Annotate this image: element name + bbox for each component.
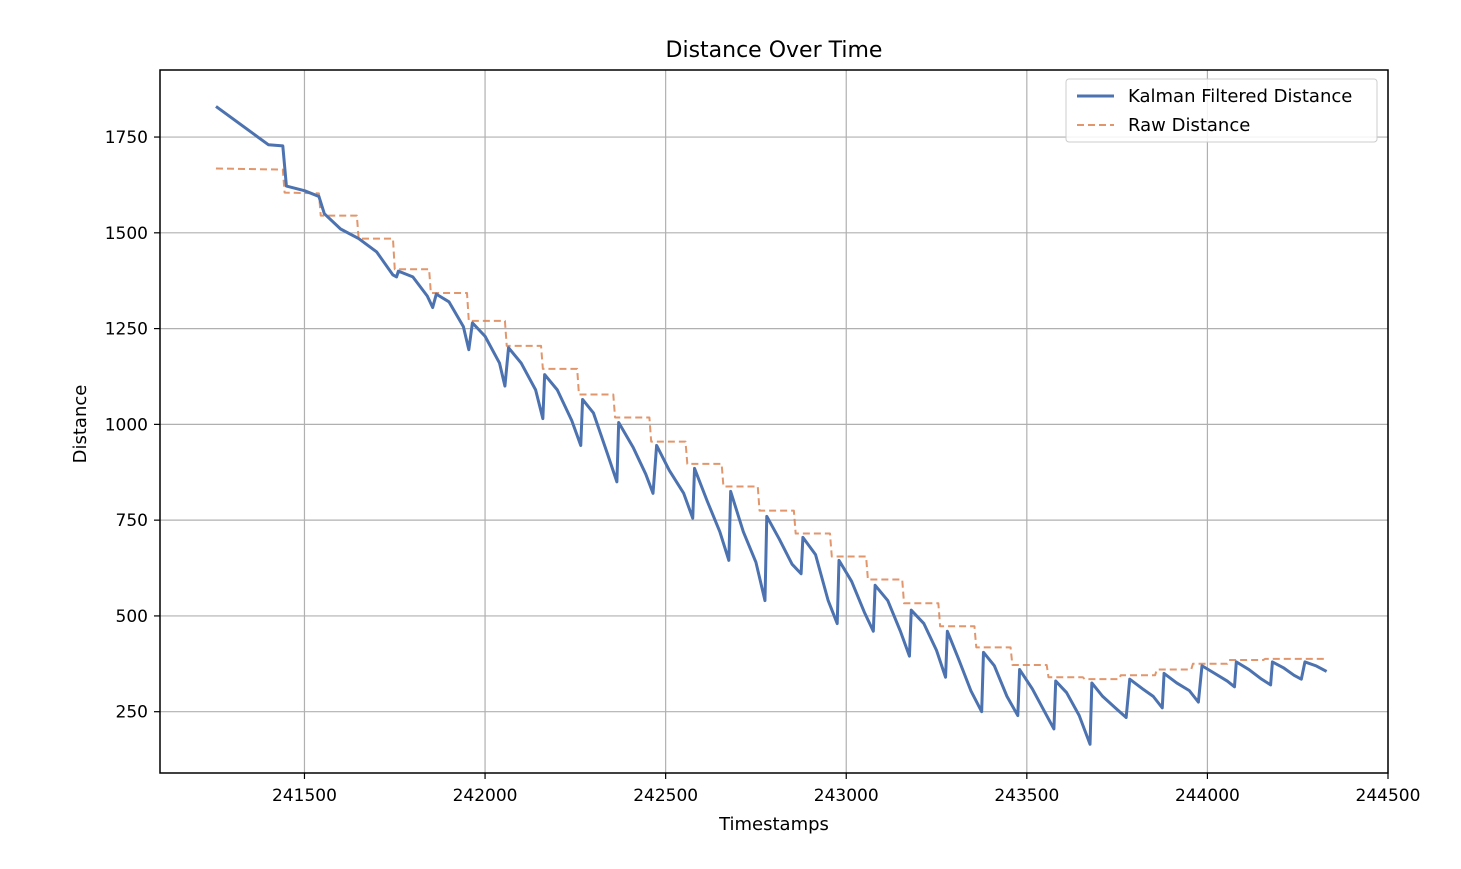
x-tick-label: 241500: [272, 786, 337, 806]
y-tick-label: 1500: [105, 224, 148, 244]
legend: Kalman Filtered Distance Raw Distance: [1065, 78, 1378, 143]
y-axis-label: Distance: [70, 385, 91, 464]
x-tick-label: 243500: [994, 786, 1059, 806]
chart-title: Distance Over Time: [666, 38, 883, 63]
legend-label-kalman: Kalman Filtered Distance: [1128, 86, 1352, 107]
x-tick-label: 244000: [1175, 786, 1240, 806]
legend-box: [1065, 78, 1378, 143]
y-tick-label: 1750: [105, 128, 148, 148]
series-kalman-filtered-distance: [215, 105, 1328, 746]
y-tick-label: 1250: [105, 320, 148, 340]
y-tick-label: 250: [116, 703, 148, 723]
x-tick-label: 243000: [814, 786, 879, 806]
x-tick-label: 242000: [453, 786, 518, 806]
y-tick-label: 500: [116, 607, 148, 627]
x-tick-label: 244500: [1356, 786, 1421, 806]
ticks: 241500 242000 242500 243000 243500 244000 2445…: [105, 128, 1421, 806]
x-axis-label: Timestamps: [718, 814, 829, 835]
x-tick-label: 242500: [633, 786, 698, 806]
legend-label-raw: Raw Distance: [1128, 115, 1250, 136]
y-tick-label: 1000: [105, 415, 148, 435]
series-layer: [215, 105, 1328, 746]
y-tick-label: 750: [116, 511, 148, 531]
plot-frame: [159, 69, 1389, 774]
